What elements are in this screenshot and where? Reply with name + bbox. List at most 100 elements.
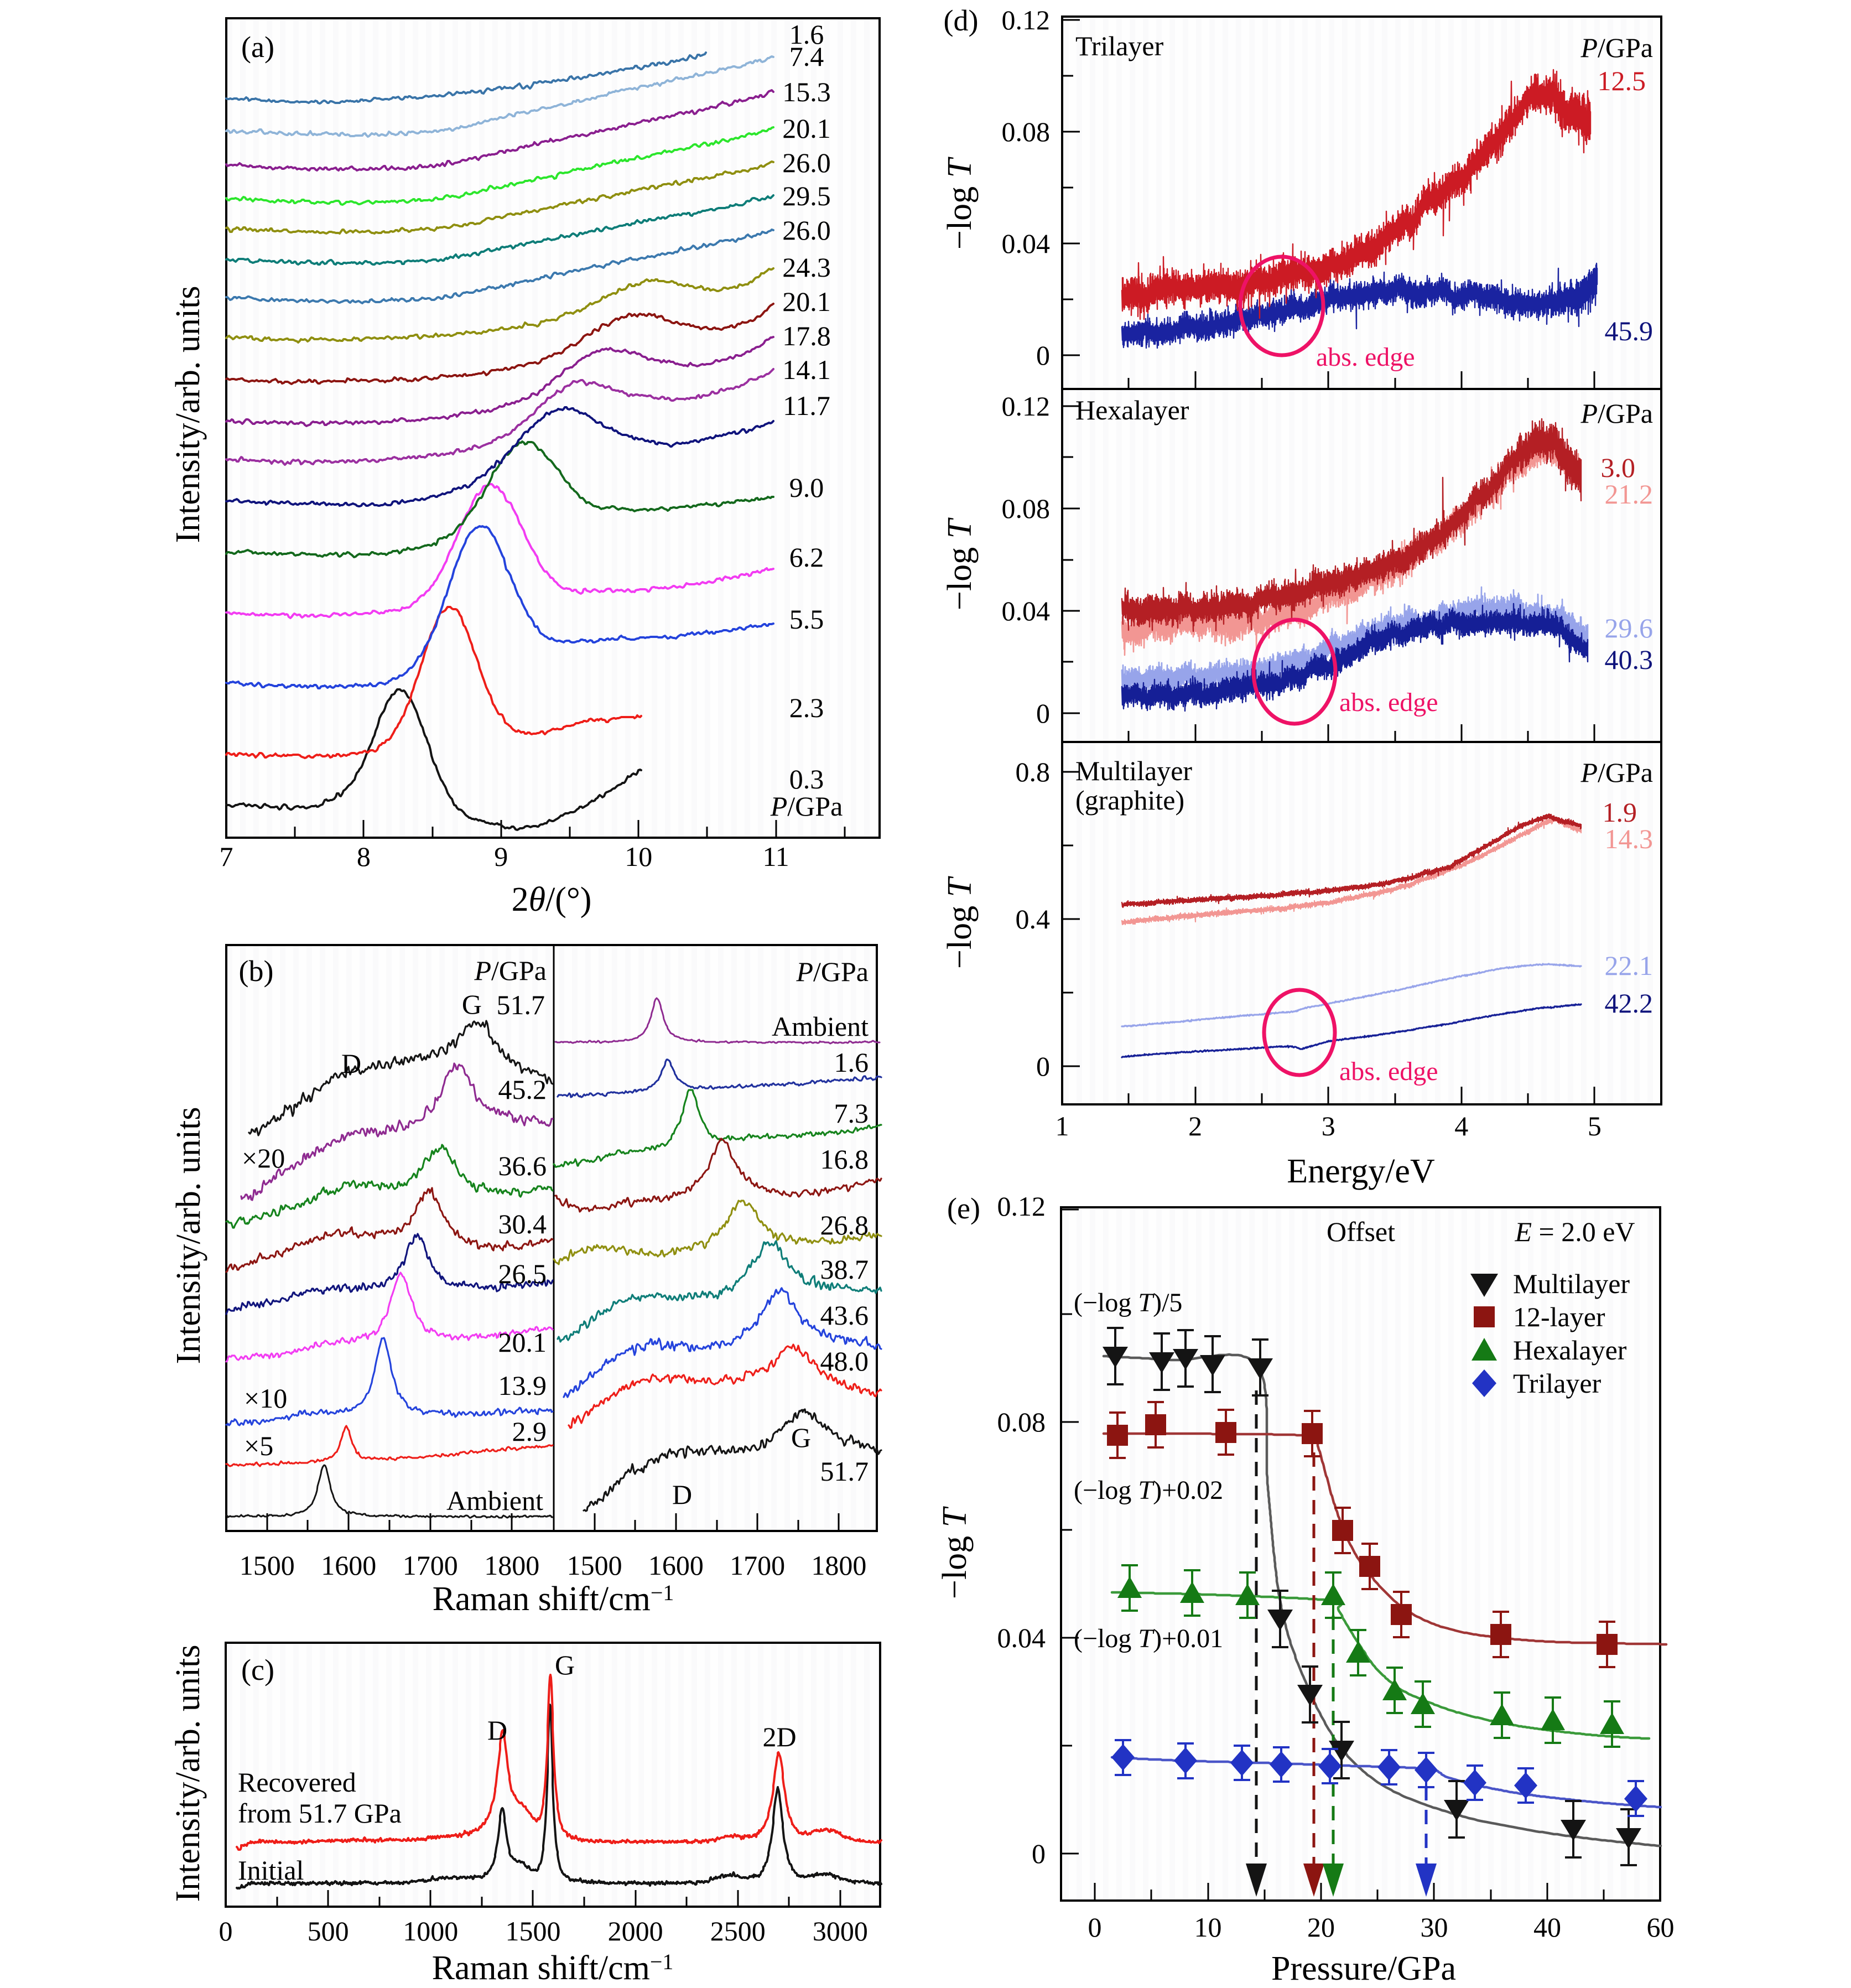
svg-text:−log T: −log T [941, 156, 979, 250]
svg-text:−log T: −log T [936, 1506, 974, 1599]
svg-text:2θ/(°): 2θ/(°) [512, 881, 592, 918]
svg-text:0: 0 [1088, 1912, 1102, 1943]
svg-text:1800: 1800 [484, 1550, 539, 1581]
svg-text:1500: 1500 [505, 1916, 560, 1947]
svg-text:30.4: 30.4 [498, 1208, 547, 1239]
svg-text:1.6: 1.6 [834, 1047, 869, 1078]
svg-text:(e): (e) [947, 1192, 980, 1225]
svg-text:0.12: 0.12 [1002, 391, 1051, 422]
svg-text:0.8: 0.8 [1016, 756, 1051, 787]
svg-text:7.4: 7.4 [789, 41, 824, 72]
svg-text:P/GPa: P/GPa [1580, 757, 1653, 788]
svg-text:1700: 1700 [403, 1550, 458, 1581]
svg-text:0.04: 0.04 [1002, 595, 1051, 626]
svg-text:Offset: Offset [1327, 1216, 1395, 1247]
svg-text:36.6: 36.6 [498, 1150, 547, 1181]
svg-text:Intensity/arb. units: Intensity/arb. units [170, 1107, 207, 1364]
svg-text:1500: 1500 [567, 1550, 622, 1581]
svg-text:×5: ×5 [244, 1430, 273, 1461]
svg-text:10: 10 [625, 841, 652, 872]
svg-text:abs. edge: abs. edge [1316, 342, 1415, 372]
svg-text:−log T: −log T [941, 875, 979, 969]
svg-text:26.8: 26.8 [820, 1210, 869, 1240]
svg-text:40: 40 [1533, 1912, 1561, 1943]
svg-text:1500: 1500 [240, 1550, 295, 1581]
svg-text:(a): (a) [241, 30, 274, 64]
svg-text:7: 7 [220, 841, 233, 872]
svg-text:P/GPa: P/GPa [474, 955, 547, 986]
svg-text:500: 500 [308, 1916, 349, 1947]
svg-text:−log T: −log T [941, 517, 979, 610]
svg-text:14.1: 14.1 [782, 354, 831, 385]
svg-text:D: D [341, 1048, 361, 1079]
svg-text:Ambient: Ambient [772, 1011, 869, 1042]
svg-text:0: 0 [219, 1916, 233, 1947]
svg-text:0.08: 0.08 [997, 1406, 1046, 1437]
svg-text:11: 11 [763, 841, 789, 872]
svg-text:30: 30 [1421, 1912, 1448, 1943]
svg-text:P/GPa: P/GPa [795, 956, 869, 987]
svg-text:(c): (c) [241, 1653, 274, 1686]
svg-text:14.3: 14.3 [1605, 823, 1654, 854]
svg-text:×20: ×20 [242, 1143, 285, 1174]
svg-text:0.08: 0.08 [1002, 116, 1051, 147]
svg-text:4: 4 [1454, 1110, 1468, 1141]
svg-text:Hexalayer: Hexalayer [1075, 395, 1189, 425]
svg-text:Trilayer: Trilayer [1075, 30, 1164, 61]
svg-text:Hexalayer: Hexalayer [1513, 1335, 1627, 1366]
svg-text:38.7: 38.7 [820, 1254, 869, 1285]
svg-text:Multilayer: Multilayer [1513, 1268, 1630, 1299]
svg-text:3: 3 [1322, 1110, 1335, 1141]
svg-text:2000: 2000 [608, 1916, 663, 1947]
svg-text:G: G [791, 1422, 811, 1453]
svg-text:5.5: 5.5 [789, 604, 824, 635]
svg-text:Intensity/arb. units: Intensity/arb. units [169, 286, 207, 543]
svg-text:15.3: 15.3 [782, 76, 831, 107]
svg-text:48.0: 48.0 [820, 1346, 869, 1377]
svg-text:1: 1 [1056, 1110, 1069, 1141]
svg-text:60: 60 [1647, 1912, 1675, 1943]
svg-text:17.8: 17.8 [782, 320, 831, 351]
svg-text:P/GPa: P/GPa [1580, 32, 1653, 63]
svg-text:24.3: 24.3 [782, 252, 831, 283]
svg-text:2D: 2D [762, 1721, 796, 1752]
svg-text:Intensity/arb. units: Intensity/arb. units [169, 1645, 207, 1902]
svg-text:Raman shift/cm−1: Raman shift/cm−1 [433, 1580, 674, 1618]
svg-text:G: G [555, 1649, 575, 1680]
svg-text:2.3: 2.3 [789, 692, 824, 723]
svg-text:43.6: 43.6 [820, 1300, 869, 1331]
svg-text:from 51.7 GPa: from 51.7 GPa [238, 1798, 402, 1829]
svg-text:Energy/eV: Energy/eV [1287, 1153, 1435, 1190]
svg-text:D: D [672, 1479, 692, 1510]
svg-text:(−log T)+0.02: (−log T)+0.02 [1074, 1476, 1223, 1505]
svg-text:1600: 1600 [321, 1550, 376, 1581]
svg-text:Recovered: Recovered [238, 1767, 356, 1798]
svg-text:0: 0 [1036, 698, 1050, 729]
svg-text:11.7: 11.7 [783, 390, 830, 421]
svg-text:1000: 1000 [403, 1916, 458, 1947]
svg-text:9: 9 [494, 841, 508, 872]
svg-text:13.9: 13.9 [498, 1370, 547, 1401]
svg-text:P/GPa: P/GPa [1580, 398, 1653, 429]
svg-text:P/GPa: P/GPa [770, 791, 843, 822]
svg-text:Initial: Initial [238, 1855, 304, 1886]
svg-text:1.9: 1.9 [1603, 797, 1637, 828]
svg-text:Pressure/GPa: Pressure/GPa [1271, 1950, 1456, 1987]
svg-text:22.1: 22.1 [1605, 950, 1654, 981]
svg-text:20.1: 20.1 [782, 286, 831, 317]
svg-text:0.3: 0.3 [789, 764, 824, 795]
svg-text:40.3: 40.3 [1605, 644, 1654, 675]
svg-text:(−log T)/5: (−log T)/5 [1074, 1288, 1182, 1317]
svg-text:21.2: 21.2 [1605, 479, 1654, 510]
svg-text:5: 5 [1588, 1110, 1602, 1141]
svg-text:2.9: 2.9 [512, 1416, 547, 1447]
svg-text:12-layer: 12-layer [1513, 1301, 1605, 1332]
svg-text:45.9: 45.9 [1605, 315, 1654, 346]
svg-text:16.8: 16.8 [820, 1144, 869, 1175]
svg-text:0.04: 0.04 [997, 1622, 1046, 1653]
svg-text:9.0: 9.0 [789, 472, 824, 503]
svg-text:2: 2 [1188, 1110, 1202, 1141]
svg-text:E = 2.0 eV: E = 2.0 eV [1514, 1216, 1635, 1247]
svg-text:45.2: 45.2 [498, 1074, 547, 1105]
svg-text:12.5: 12.5 [1598, 65, 1646, 96]
